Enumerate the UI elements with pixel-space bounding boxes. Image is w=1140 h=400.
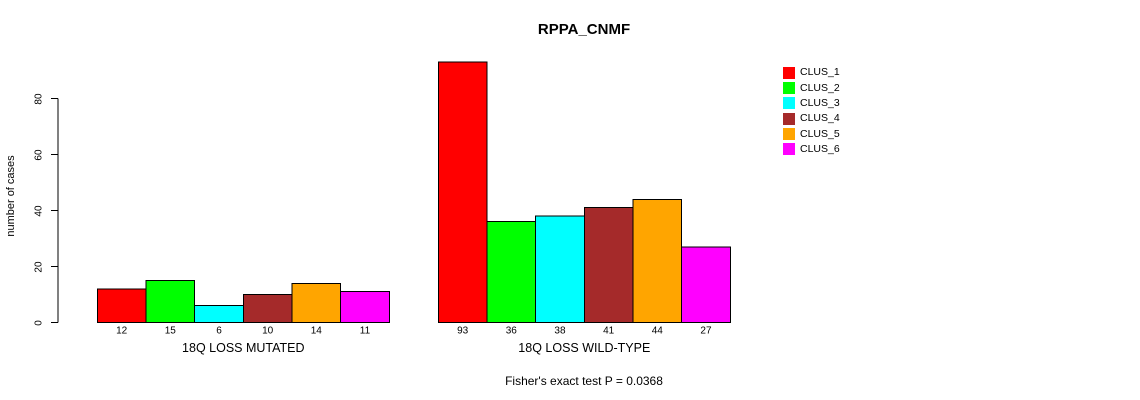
fisher-test-annotation: Fisher's exact test P = 0.0368: [505, 374, 663, 388]
bar-value-label: 27: [700, 325, 712, 337]
legend-item: CLUS_3: [783, 96, 840, 111]
bar-clus_4-group2: [583, 207, 634, 323]
y-tick-label: 20: [33, 260, 45, 273]
legend-swatch-clus_2: [783, 81, 795, 94]
bar-value-label: 10: [262, 325, 274, 337]
legend-item: CLUS_2: [783, 80, 840, 95]
legend-label: CLUS_4: [800, 112, 840, 125]
bar-value-label: 11: [359, 325, 371, 337]
legend-label: CLUS_2: [800, 81, 840, 94]
y-tick-label: 80: [33, 92, 45, 105]
y-tick-label: 60: [33, 148, 45, 161]
bar-value-label: 12: [116, 325, 128, 337]
legend-item: CLUS_1: [783, 65, 840, 80]
chart-title: RPPA_CNMF: [537, 21, 631, 38]
legend-swatch-clus_4: [783, 112, 795, 125]
bar-value-label: 15: [164, 325, 176, 337]
bar-clus_5-group2: [632, 198, 683, 323]
legend-label: CLUS_1: [800, 66, 840, 79]
legend-label: CLUS_5: [800, 127, 840, 140]
bar-value-label: 38: [554, 325, 566, 337]
bar-value-label: 93: [457, 325, 469, 337]
legend-swatch-clus_3: [783, 97, 795, 110]
y-tick-label: 40: [33, 204, 45, 217]
bar-value-label: 6: [216, 325, 222, 337]
legend-item: CLUS_4: [783, 111, 840, 126]
legend-swatch-clus_1: [783, 66, 795, 79]
legend-item: CLUS_5: [783, 126, 840, 141]
x-group-label: 18Q LOSS WILD-TYPE: [518, 341, 651, 355]
legend-label: CLUS_6: [800, 142, 840, 155]
legend-item: CLUS_6: [783, 141, 840, 156]
legend-swatch-clus_6: [783, 143, 795, 156]
legend-swatch-clus_5: [783, 127, 795, 140]
bar-clus_6-group1: [340, 291, 390, 324]
bar-clus_1-group1: [96, 288, 147, 323]
legend-label: CLUS_3: [800, 96, 840, 109]
bar-clus_1-group2: [437, 61, 488, 323]
bar-value-label: 36: [505, 325, 517, 337]
x-group-label: 18Q LOSS MUTATED: [182, 341, 305, 355]
bar-clus_3-group1: [194, 305, 244, 324]
bar-clus_2-group2: [486, 221, 537, 323]
bar-value-label: 44: [651, 325, 663, 337]
bar-clus_2-group1: [145, 280, 196, 323]
bar-clus_4-group1: [242, 294, 293, 323]
bar-value-label: 41: [603, 325, 615, 337]
legend: CLUS_1 CLUS_2 CLUS_3 CLUS_4 CLUS_5 CLUS_6: [783, 65, 840, 157]
y-tick-label: 0: [33, 319, 45, 326]
bar-clus_5-group1: [291, 282, 342, 323]
bar-clus_3-group2: [535, 215, 585, 324]
bar-clus_6-group2: [681, 246, 731, 323]
bar-value-label: 14: [310, 325, 322, 337]
